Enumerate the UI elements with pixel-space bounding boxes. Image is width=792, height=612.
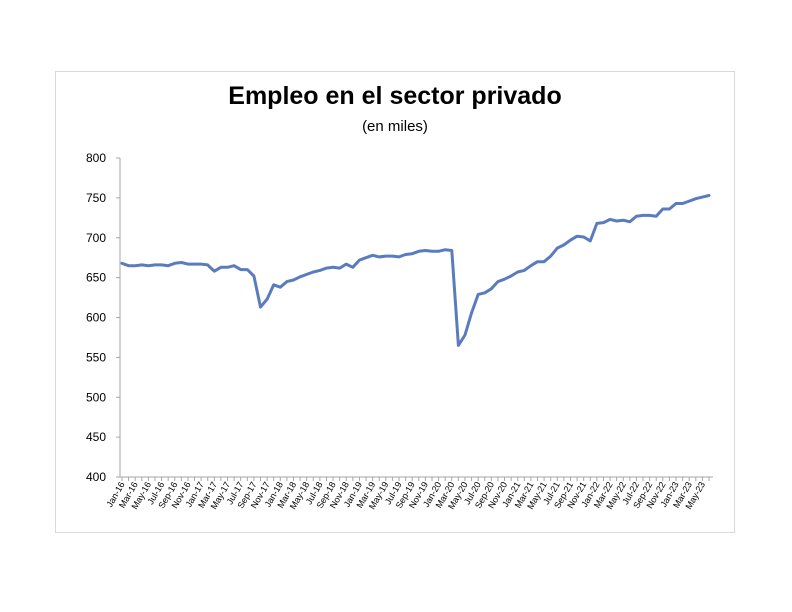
chart-frame — [55, 71, 735, 533]
y-tick-label: 500 — [86, 390, 106, 404]
y-tick-label: 650 — [86, 271, 106, 285]
series-line — [120, 194, 711, 347]
y-tick-label: 550 — [86, 350, 106, 364]
y-tick-label: 450 — [86, 430, 106, 444]
y-tick-label: 750 — [86, 191, 106, 205]
y-tick-label: 700 — [86, 231, 106, 245]
chart-title: Empleo en el sector privado — [228, 82, 562, 110]
y-tick-label: 800 — [86, 151, 106, 165]
y-tick-label: 600 — [86, 311, 106, 325]
y-tick-label: 400 — [86, 470, 106, 484]
chart-subtitle: (en miles) — [362, 118, 428, 135]
